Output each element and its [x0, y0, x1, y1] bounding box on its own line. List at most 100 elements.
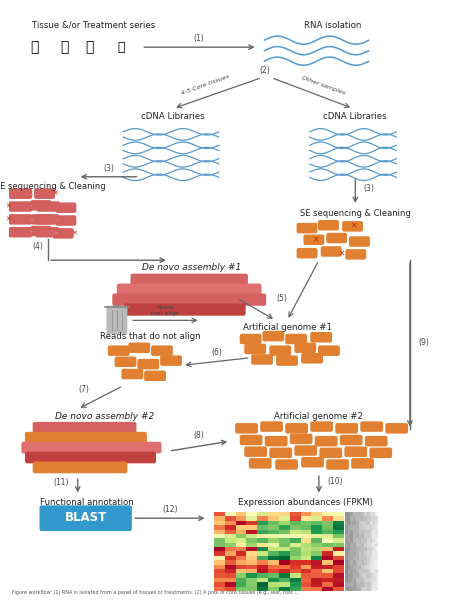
FancyBboxPatch shape: [31, 214, 52, 224]
FancyBboxPatch shape: [265, 436, 288, 446]
Text: (9): (9): [418, 338, 429, 347]
Text: Reads that do not align: Reads that do not align: [100, 331, 201, 340]
FancyBboxPatch shape: [369, 447, 392, 458]
FancyBboxPatch shape: [244, 446, 267, 457]
FancyBboxPatch shape: [335, 423, 358, 434]
Text: ✕: ✕: [71, 230, 77, 237]
FancyBboxPatch shape: [130, 274, 248, 286]
FancyBboxPatch shape: [115, 356, 137, 367]
Text: Artificial genome #1: Artificial genome #1: [243, 323, 331, 332]
Text: (4): (4): [32, 241, 43, 250]
FancyBboxPatch shape: [160, 355, 182, 366]
FancyBboxPatch shape: [294, 342, 316, 353]
FancyBboxPatch shape: [345, 446, 367, 457]
Text: Other samples: Other samples: [301, 75, 346, 95]
Text: Expression abundances (FPKM): Expression abundances (FPKM): [238, 498, 373, 507]
FancyBboxPatch shape: [351, 458, 374, 469]
FancyBboxPatch shape: [310, 421, 333, 432]
FancyBboxPatch shape: [297, 248, 318, 258]
FancyBboxPatch shape: [285, 423, 308, 434]
Text: De novo assembly #1: De novo assembly #1: [142, 263, 241, 272]
Text: (10): (10): [327, 477, 343, 486]
FancyBboxPatch shape: [144, 370, 166, 381]
FancyBboxPatch shape: [36, 227, 59, 238]
FancyBboxPatch shape: [25, 452, 156, 463]
FancyBboxPatch shape: [275, 459, 298, 470]
FancyBboxPatch shape: [39, 505, 132, 531]
FancyBboxPatch shape: [21, 442, 162, 454]
FancyBboxPatch shape: [249, 458, 272, 469]
Text: ✕: ✕: [350, 221, 356, 230]
Text: cDNA Libraries: cDNA Libraries: [141, 111, 205, 120]
FancyBboxPatch shape: [9, 214, 32, 224]
FancyBboxPatch shape: [106, 306, 128, 334]
Text: Functional annotation: Functional annotation: [40, 498, 134, 507]
FancyBboxPatch shape: [345, 249, 366, 260]
Text: (3): (3): [103, 164, 114, 173]
Text: PE sequencing & Cleaning: PE sequencing & Cleaning: [0, 182, 106, 190]
FancyBboxPatch shape: [303, 235, 324, 245]
Text: ✕: ✕: [5, 204, 11, 210]
Text: 🌿: 🌿: [60, 40, 68, 54]
FancyBboxPatch shape: [360, 421, 383, 432]
Text: (1): (1): [193, 34, 204, 43]
Text: ✕: ✕: [52, 191, 58, 196]
FancyBboxPatch shape: [240, 435, 263, 445]
Text: ✕: ✕: [312, 234, 319, 243]
Text: 4-5 Core tissues: 4-5 Core tissues: [181, 74, 230, 96]
FancyBboxPatch shape: [318, 345, 340, 356]
FancyBboxPatch shape: [36, 201, 60, 212]
Text: 🍅: 🍅: [30, 40, 39, 54]
FancyBboxPatch shape: [30, 200, 51, 210]
FancyBboxPatch shape: [310, 332, 332, 342]
Text: (3): (3): [364, 184, 374, 193]
FancyBboxPatch shape: [285, 334, 307, 344]
Text: (11): (11): [53, 478, 69, 487]
FancyBboxPatch shape: [321, 246, 342, 257]
FancyBboxPatch shape: [294, 445, 317, 456]
FancyBboxPatch shape: [36, 214, 59, 224]
Text: (2): (2): [260, 66, 271, 75]
FancyBboxPatch shape: [301, 457, 324, 468]
FancyBboxPatch shape: [269, 447, 292, 458]
FancyBboxPatch shape: [9, 227, 32, 238]
FancyBboxPatch shape: [30, 226, 51, 237]
FancyBboxPatch shape: [124, 303, 246, 316]
FancyBboxPatch shape: [319, 447, 342, 458]
Text: BLAST: BLAST: [64, 511, 107, 525]
Text: cDNA Libraries: cDNA Libraries: [323, 111, 387, 120]
Text: (5): (5): [276, 294, 287, 303]
FancyBboxPatch shape: [151, 345, 173, 356]
FancyBboxPatch shape: [276, 355, 298, 366]
FancyBboxPatch shape: [240, 334, 262, 344]
Text: (7): (7): [78, 384, 89, 393]
FancyBboxPatch shape: [235, 423, 258, 434]
FancyBboxPatch shape: [9, 201, 32, 212]
FancyBboxPatch shape: [117, 283, 262, 296]
FancyBboxPatch shape: [112, 294, 266, 306]
FancyBboxPatch shape: [108, 345, 129, 356]
Text: (6): (6): [211, 348, 222, 358]
Text: ✕: ✕: [5, 216, 11, 223]
FancyBboxPatch shape: [9, 188, 32, 199]
FancyBboxPatch shape: [365, 436, 388, 446]
FancyBboxPatch shape: [385, 423, 408, 434]
FancyBboxPatch shape: [301, 353, 323, 364]
FancyBboxPatch shape: [121, 369, 143, 379]
Text: SE sequencing & Cleaning: SE sequencing & Cleaning: [300, 209, 410, 218]
FancyBboxPatch shape: [326, 459, 349, 470]
FancyBboxPatch shape: [297, 223, 318, 233]
FancyBboxPatch shape: [137, 359, 159, 370]
FancyBboxPatch shape: [55, 215, 76, 226]
FancyBboxPatch shape: [340, 435, 363, 445]
FancyBboxPatch shape: [326, 233, 347, 243]
FancyBboxPatch shape: [244, 344, 266, 354]
Text: ✕: ✕: [337, 249, 344, 258]
Text: (12): (12): [162, 505, 177, 514]
FancyBboxPatch shape: [33, 422, 137, 434]
FancyBboxPatch shape: [318, 220, 339, 230]
Text: Artificial genome #2: Artificial genome #2: [274, 412, 364, 421]
FancyBboxPatch shape: [290, 434, 312, 444]
FancyBboxPatch shape: [53, 228, 73, 238]
Text: RNA isolation: RNA isolation: [304, 21, 361, 30]
